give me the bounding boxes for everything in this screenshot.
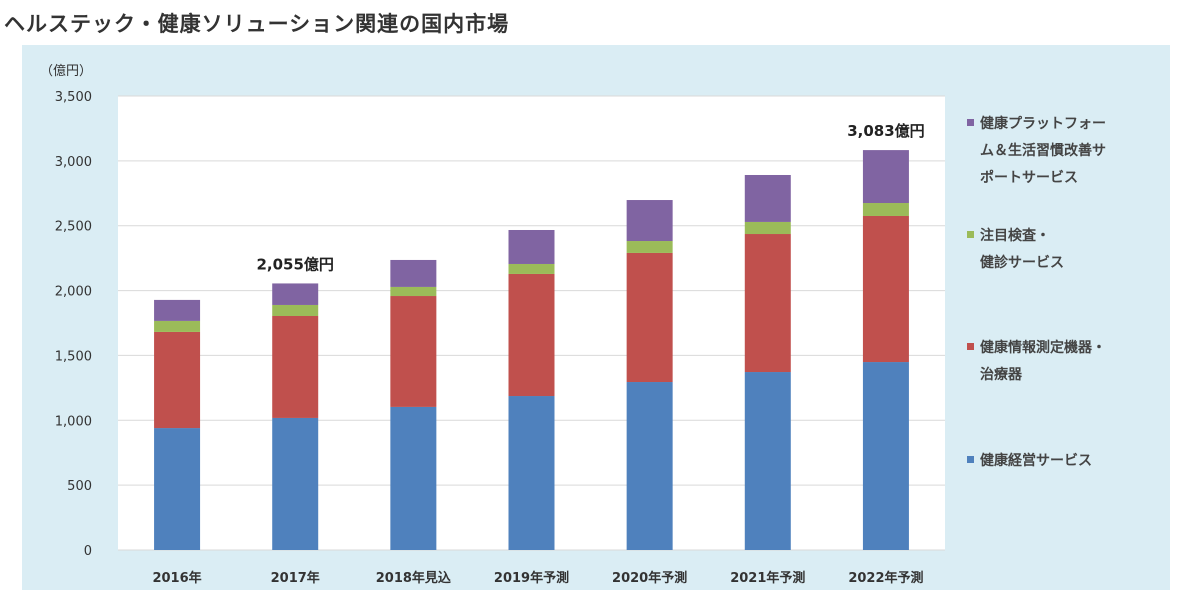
bar-segment [272,417,319,550]
bar-segment [154,428,201,550]
bar-segment [272,283,319,305]
y-tick-label: 500 [67,479,92,494]
x-tick-label: 2021年予測 [730,570,805,586]
bar-segment [390,259,437,287]
bar-segment [862,215,909,363]
data-annotation: 2,055億円 [256,255,333,273]
x-tick-label: 2016年 [152,570,201,586]
y-tick-label: 0 [84,544,92,559]
x-tick-label: 2019年予測 [494,570,569,586]
bar-segment [390,406,437,550]
bar-segment [272,315,319,418]
legend-label: 健康プラットフォー [980,115,1106,132]
y-tick-label: 1,000 [55,414,92,429]
legend-label: ム＆生活習慣改善サ [980,142,1106,159]
bar-segment [862,150,909,204]
y-tick-label: 3,000 [55,155,92,170]
legend-swatch [967,119,974,126]
legend-swatch [967,231,974,238]
bar-segment [154,331,201,429]
bar-segment [626,382,673,550]
bar-segment [508,396,555,550]
bar-segment [626,200,673,242]
bar-segment [744,372,791,550]
y-axis-unit: （億円） [40,63,92,79]
legend-label: ポートサービス [980,169,1078,186]
y-tick-label: 2,500 [55,220,92,235]
bar-segment [390,286,437,297]
legend-label: 注目検査・ [980,227,1050,244]
data-annotation: 3,083億円 [847,122,924,140]
bar-segment [744,221,791,235]
y-tick-label: 1,500 [55,349,92,364]
x-tick-label: 2018年見込 [376,570,452,586]
bar-segment [390,296,437,407]
bar-segment [508,229,555,264]
bar-segment [154,320,201,332]
bar-segment [862,203,909,216]
legend-label: 健康経営サービス [980,452,1092,469]
bar-segment [154,299,201,321]
y-tick-label: 2,000 [55,285,92,300]
legend-label: 健康情報測定機器・ [980,339,1106,356]
bar-segment [626,241,673,253]
bar-segment [508,273,555,397]
bar-segment [862,362,909,550]
legend-label: 治療器 [980,366,1023,383]
bar-segment [626,252,673,383]
bar-segment [508,263,555,274]
legend-label: 健診サービス [980,254,1064,271]
x-tick-label: 2017年 [271,570,320,586]
y-tick-label: 3,500 [55,90,92,105]
x-tick-label: 2020年予測 [612,570,687,586]
legend-swatch [967,456,974,463]
legend-swatch [967,343,974,350]
bar-segment [744,234,791,373]
bar-segment [272,304,319,316]
bar-segment [744,174,791,222]
chart-title: ヘルステック・健康ソリューション関連の国内市場 [4,12,510,36]
x-tick-label: 2022年予測 [848,570,923,586]
